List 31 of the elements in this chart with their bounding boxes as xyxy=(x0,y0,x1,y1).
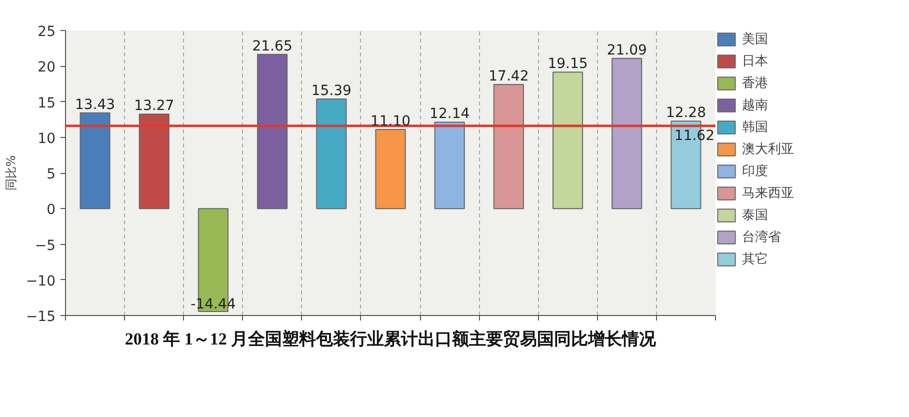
data-label: 17.42 xyxy=(488,68,529,85)
y-tick-label: 15 xyxy=(38,95,56,112)
legend-label: 美国 xyxy=(742,31,768,48)
legend-label: 台湾省 xyxy=(742,229,781,246)
data-label: 19.15 xyxy=(548,56,588,72)
legend-label: 马来西亚 xyxy=(742,185,794,202)
y-tick-label: −10 xyxy=(26,273,56,290)
y-tick-label: 25 xyxy=(38,24,56,40)
y-axis-title: 同比% xyxy=(4,155,18,191)
text: 2018 年 1～12 月全国塑料包装行业累计出口额主要贸易国同比增长情况 xyxy=(124,328,658,348)
legend-label: 韩国 xyxy=(742,119,768,136)
legend-label: 其它 xyxy=(742,251,768,268)
y-tick-label: 10 xyxy=(38,130,56,147)
y-tick-label: 20 xyxy=(38,60,56,76)
data-label: 21.09 xyxy=(606,42,647,58)
legend-label: 澳大利亚 xyxy=(742,141,794,158)
y-tick-label: −5 xyxy=(34,238,56,254)
data-label: 12.14 xyxy=(430,106,470,122)
data-label: 13.43 xyxy=(75,96,116,113)
legend-label: 越南 xyxy=(742,97,768,114)
data-label: 15.39 xyxy=(311,82,352,99)
y-tick-label: 5 xyxy=(46,166,56,182)
legend-label: 日本 xyxy=(742,53,768,70)
legend-label: 印度 xyxy=(742,163,768,180)
data-label: 21.65 xyxy=(252,38,292,54)
legend-label: 泰国 xyxy=(742,207,768,224)
legend-label: 香港 xyxy=(742,75,768,92)
y-tick-label: −15 xyxy=(26,309,56,325)
data-label: 13.27 xyxy=(134,98,174,114)
y-tick-label: 0 xyxy=(46,202,56,218)
data-label: 12.28 xyxy=(666,105,706,122)
